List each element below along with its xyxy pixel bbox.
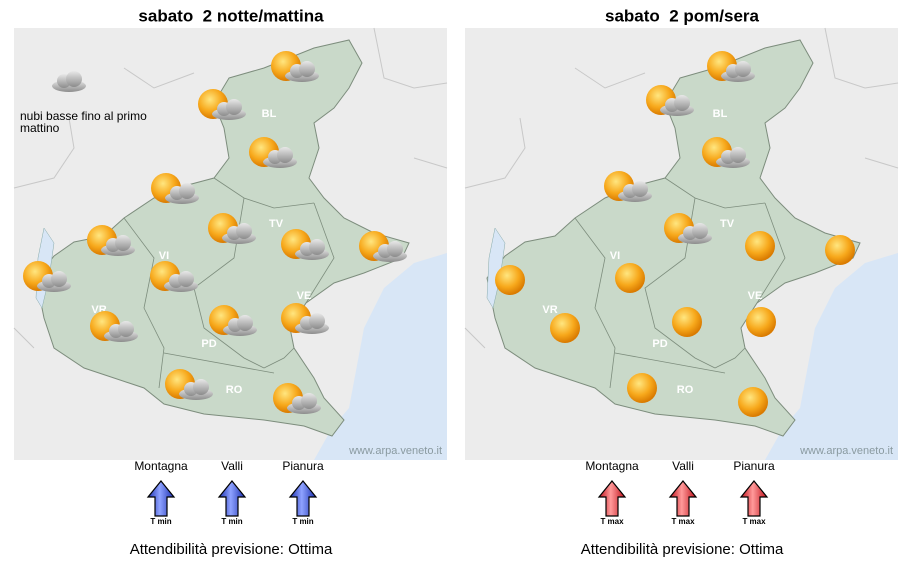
province-label: RO <box>226 384 243 396</box>
sun-icon <box>615 263 645 293</box>
zone-label: Valli <box>672 459 694 473</box>
province-label: VE <box>748 290 763 302</box>
forecast-panel: sabato 2 notte/mattinaBLVITVVRPDVEROnubi… <box>13 6 448 558</box>
trend-label: T max <box>600 517 624 526</box>
zone-label: Montagna <box>134 459 188 473</box>
trend-arrow <box>217 480 247 517</box>
reliability: Attendibilità previsione: Ottima <box>581 541 784 558</box>
trend-arrow <box>668 480 698 517</box>
reliability: Attendibilità previsione: Ottima <box>130 541 333 558</box>
province-label: TV <box>269 218 284 230</box>
sun-icon <box>738 387 768 417</box>
credit: www.arpa.veneto.it <box>348 445 442 457</box>
sun-icon <box>495 265 525 295</box>
province-label: VR <box>542 304 557 316</box>
trend-label: T min <box>150 517 171 526</box>
province-label: RO <box>677 384 694 396</box>
sun-icon <box>672 307 702 337</box>
region-map: BL VI TV VR PD VE RO www.arpa.veneto.it <box>464 27 899 461</box>
zone-label: Montagna <box>585 459 639 473</box>
trend-arrow <box>288 480 318 517</box>
province-label: VE <box>297 290 312 302</box>
trend-label: T max <box>671 517 695 526</box>
credit: www.arpa.veneto.it <box>799 445 893 457</box>
weather-note: mattino <box>20 121 60 135</box>
sun-icon <box>627 373 657 403</box>
sun-icon <box>550 313 580 343</box>
weather-note: nubi basse fino al primo <box>20 109 147 123</box>
sun-icon <box>825 235 855 265</box>
trend-arrow <box>597 480 627 517</box>
trend-label: T min <box>221 517 242 526</box>
zone-label: Pianura <box>733 459 775 473</box>
panel-title: sabato 2 notte/mattina <box>138 6 324 25</box>
province-label: VI <box>159 250 169 262</box>
trend-label: T min <box>292 517 313 526</box>
province-label: BL <box>262 108 277 120</box>
trend-arrow <box>739 480 769 517</box>
trend-label: T max <box>742 517 766 526</box>
province-label: PD <box>201 338 216 350</box>
province-label: PD <box>652 338 667 350</box>
province-label: BL <box>713 108 728 120</box>
panel-title: sabato 2 pom/sera <box>605 6 760 25</box>
province-label: VI <box>610 250 620 262</box>
sun-icon <box>746 307 776 337</box>
zone-label: Pianura <box>282 459 324 473</box>
forecast-panel: sabato 2 pom/sera BL VI TV VR PD VE RO www.arpa.… <box>464 6 899 558</box>
province-label: TV <box>720 218 735 230</box>
sun-icon <box>745 231 775 261</box>
zone-label: Valli <box>221 459 243 473</box>
trend-arrow <box>146 480 176 517</box>
